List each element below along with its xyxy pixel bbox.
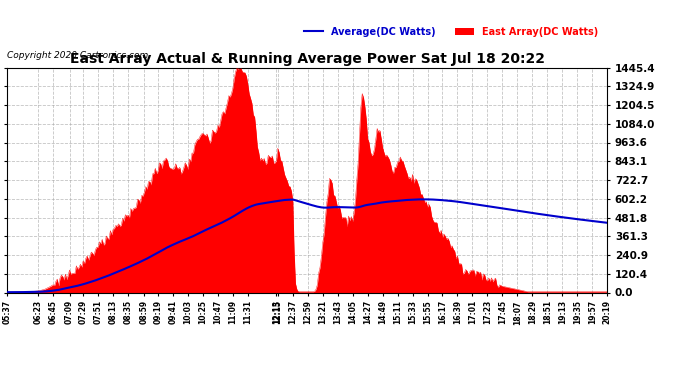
- Legend: Average(DC Watts), East Array(DC Watts): Average(DC Watts), East Array(DC Watts): [299, 23, 602, 40]
- Title: East Array Actual & Running Average Power Sat Jul 18 20:22: East Array Actual & Running Average Powe…: [70, 53, 544, 66]
- Text: Copyright 2020 Cartronics.com: Copyright 2020 Cartronics.com: [7, 51, 148, 60]
